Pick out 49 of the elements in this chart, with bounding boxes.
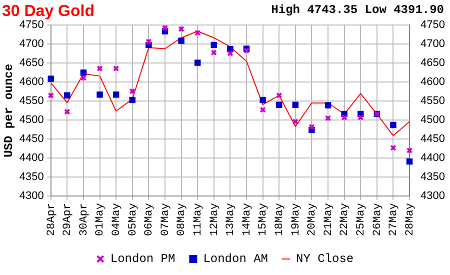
y2-tick-label: 4300 [420,190,446,202]
y-tick-label: 4600 [19,76,44,88]
legend-label: London AM [203,252,268,266]
y-tick-label: 4750 [19,19,44,32]
x-tick-label: 20May [306,202,319,236]
x-tick-label: 29Apr [62,202,74,236]
x-tick-label: 19May [290,202,302,236]
y-tick-label: 4550 [19,95,44,108]
y2-tick-label: 4450 [420,133,446,146]
y2-tick-label: 4650 [420,57,446,70]
chart-title: 30 Day Gold [2,3,94,20]
x-tick-label: 21May [322,202,335,236]
y-tick-label: 4350 [19,171,44,184]
y2-tick-label: 4700 [420,38,446,50]
y-tick-label: 4400 [19,152,44,164]
y2-tick-label: 4350 [420,171,446,184]
x-tick-label: 14May [241,202,254,236]
x-tick-label: 18May [274,202,286,236]
y2-tick-label: 4600 [420,76,446,88]
x-tick-label: 11May [192,202,204,236]
y-tick-label: 4700 [19,38,44,50]
x-tick-label: 30Apr [78,202,90,236]
x-tick-label: 06May [144,202,156,236]
x-tick-label: 13May [225,202,238,236]
x-tick-label: 28May [404,202,416,236]
x-tick-label: 26May [372,202,384,236]
y2-tick-label: 4500 [420,114,446,126]
x-tick-label: 05May [127,202,140,236]
y-tick-label: 4300 [19,190,44,202]
y2-tick-label: 4550 [420,95,446,108]
x-tick-label: 27May [388,202,400,236]
y-tick-label: 4650 [19,57,44,70]
x-tick-label: 08May [176,202,188,236]
legend-label: London PM [110,252,176,266]
x-tick-label: 01May [94,202,107,236]
x-tick-label: 22May [339,202,352,236]
y2-tick-label: 4400 [420,152,446,164]
y2-tick-label: 4750 [420,19,446,32]
x-tick-label: 04May [110,202,123,236]
text: High 4743.35 Low 4391.90 [271,3,444,18]
x-tick-label: 12May [208,202,221,236]
x-tick-label: 25May [356,202,368,236]
x-tick-label: 28Apr [46,202,58,236]
y-tick-label: 4500 [19,114,44,126]
y-tick-label: 4450 [19,133,44,146]
y-axis-title: USD per ounce [2,64,16,158]
legend-label: NY Close [296,252,354,266]
x-tick-label: 07May [160,202,172,236]
x-tick-label: 15May [258,202,270,236]
